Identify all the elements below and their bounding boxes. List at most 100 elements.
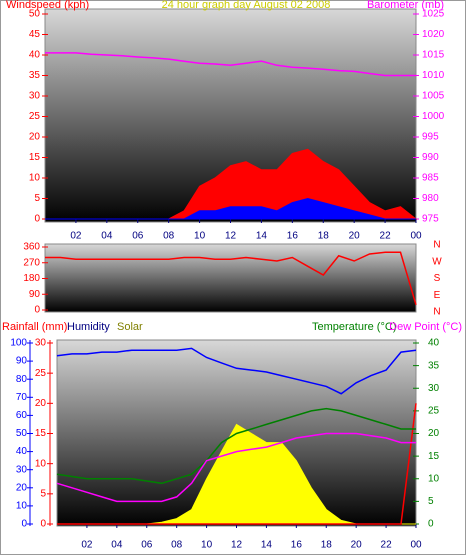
y-label: Windspeed (kph) bbox=[6, 0, 89, 11]
x-tick-label: 02 bbox=[81, 540, 93, 551]
direction-plot-area bbox=[44, 243, 417, 313]
y-tick-label: 50 bbox=[16, 428, 28, 439]
x-tick-label: 08 bbox=[163, 231, 175, 242]
y2-tick-label: 990 bbox=[422, 152, 439, 163]
y2-tick-label: 1000 bbox=[422, 111, 445, 122]
y-tick-label: 15 bbox=[29, 152, 41, 163]
y-tick-label: 270 bbox=[23, 257, 40, 268]
y-tick-label: 10 bbox=[16, 501, 28, 512]
y-tick-label: 70 bbox=[16, 392, 28, 403]
direction-label: S bbox=[434, 273, 441, 284]
y3-tick-label: 25 bbox=[35, 368, 47, 379]
y2-tick-label: 15 bbox=[428, 451, 440, 462]
y-tick-label: 90 bbox=[29, 289, 41, 300]
y-tick-label: 20 bbox=[29, 132, 41, 143]
series-line bbox=[56, 347, 417, 395]
y-tick-label: 60 bbox=[16, 410, 28, 421]
legend-label: Solar bbox=[117, 321, 143, 333]
y2-tick-label: 1020 bbox=[422, 29, 445, 40]
x-tick-label: 16 bbox=[287, 231, 299, 242]
x-tick-label: 04 bbox=[111, 540, 123, 551]
y2-tick-label: 35 bbox=[428, 360, 440, 371]
direction-label: W bbox=[432, 256, 442, 267]
y-tick-label: 10 bbox=[29, 173, 41, 184]
x-tick-label: 00 bbox=[410, 231, 422, 242]
y-tick-label: 5 bbox=[34, 193, 40, 204]
series-line bbox=[57, 403, 417, 525]
y2-tick-label: 1010 bbox=[422, 70, 445, 81]
y3-tick-label: 0 bbox=[40, 519, 46, 530]
y2-tick-label: 1005 bbox=[422, 91, 445, 102]
x-tick-label: 02 bbox=[70, 231, 82, 242]
y2-tick-label: 25 bbox=[428, 406, 440, 417]
y-tick-label: 0 bbox=[34, 305, 40, 316]
y3-tick-label: 20 bbox=[35, 398, 47, 409]
x-tick-label: 00 bbox=[410, 540, 422, 551]
x-tick-label: 14 bbox=[256, 231, 268, 242]
x-tick-label: 06 bbox=[141, 540, 153, 551]
y2-label: Barometer (mb) bbox=[367, 0, 444, 11]
y2-tick-label: 0 bbox=[428, 519, 434, 530]
y-tick-label: 35 bbox=[29, 70, 41, 81]
x-tick-label: 08 bbox=[171, 540, 183, 551]
y-tick-label: 20 bbox=[16, 482, 28, 493]
y2-tick-label: 30 bbox=[428, 383, 440, 394]
x-tick-label: 12 bbox=[225, 231, 237, 242]
y3-tick-label: 30 bbox=[35, 338, 47, 349]
series-area bbox=[45, 197, 416, 220]
x-tick-label: 06 bbox=[132, 231, 144, 242]
y2-tick-label: 40 bbox=[428, 338, 440, 349]
y2-tick-label: 1025 bbox=[422, 9, 445, 20]
y-tick-label: 100 bbox=[10, 338, 27, 349]
x-tick-label: 18 bbox=[318, 231, 330, 242]
y-tick-label: 30 bbox=[29, 91, 41, 102]
x-tick-label: 20 bbox=[351, 540, 363, 551]
y-tick-label: 50 bbox=[29, 9, 41, 20]
x-tick-label: 16 bbox=[291, 540, 303, 551]
direction-label: N bbox=[433, 240, 440, 251]
x-tick-label: 10 bbox=[194, 231, 206, 242]
x-tick-label: 22 bbox=[381, 540, 393, 551]
y-tick-label: 80 bbox=[16, 374, 28, 385]
y3-tick-label: 15 bbox=[35, 428, 47, 439]
y2-tick-label: 985 bbox=[422, 173, 439, 184]
x-tick-label: 04 bbox=[101, 231, 113, 242]
y-tick-label: 360 bbox=[23, 242, 40, 253]
y-tick-label: 0 bbox=[21, 519, 27, 530]
y2-tick-label: 10 bbox=[428, 473, 440, 484]
series-line bbox=[56, 432, 416, 503]
series-line bbox=[45, 52, 416, 77]
x-tick-label: 10 bbox=[201, 540, 213, 551]
y-tick-label: 45 bbox=[29, 29, 41, 40]
y2-tick-label: 5 bbox=[428, 496, 434, 507]
legend-label: Rainfall (mm) bbox=[2, 321, 67, 333]
legend-label: Dew Point (°C) bbox=[389, 321, 462, 333]
y-tick-label: 180 bbox=[23, 273, 40, 284]
y3-tick-label: 10 bbox=[35, 458, 47, 469]
y2-tick-label: 20 bbox=[428, 428, 440, 439]
x-tick-label: 18 bbox=[321, 540, 333, 551]
direction-label: N bbox=[433, 307, 440, 318]
x-tick-label: 12 bbox=[231, 540, 243, 551]
direction-label: E bbox=[434, 290, 441, 301]
y-tick-label: 40 bbox=[29, 50, 41, 61]
x-tick-label: 22 bbox=[380, 231, 392, 242]
series-line bbox=[45, 251, 417, 306]
y-tick-label: 25 bbox=[29, 111, 41, 122]
series-line bbox=[56, 407, 416, 485]
y2-tick-label: 980 bbox=[422, 193, 439, 204]
x-tick-label: 14 bbox=[261, 540, 273, 551]
y-tick-label: 40 bbox=[16, 446, 28, 457]
y-tick-label: 30 bbox=[16, 464, 28, 475]
y-tick-label: 0 bbox=[34, 214, 40, 225]
y-tick-label: 90 bbox=[16, 356, 28, 367]
chart-title: 24 hour graph day August 02 2008 bbox=[162, 0, 331, 11]
y2-tick-label: 1015 bbox=[422, 50, 445, 61]
y2-tick-label: 975 bbox=[422, 214, 439, 225]
y3-tick-label: 5 bbox=[40, 488, 46, 499]
y2-tick-label: 995 bbox=[422, 132, 439, 143]
legend-label: Humidity bbox=[67, 321, 110, 333]
x-tick-label: 20 bbox=[349, 231, 361, 242]
legend-label: Temperature (°C) bbox=[312, 321, 396, 333]
